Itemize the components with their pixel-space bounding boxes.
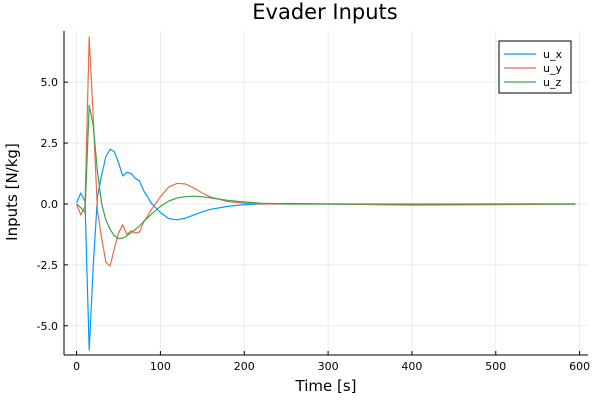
y-tick-label: -2.5 (37, 259, 58, 272)
x-tick-label: 300 (318, 360, 339, 373)
y-tick-label: 0.0 (41, 198, 59, 211)
legend-label-u-z: u_z (543, 76, 561, 89)
x-tick-label: 100 (150, 360, 171, 373)
x-tick-label: 0 (73, 360, 80, 373)
y-axis-label: Inputs [N/kg] (3, 143, 21, 241)
x-tick-label: 600 (569, 360, 590, 373)
x-tick-label: 400 (401, 360, 422, 373)
axes (63, 31, 588, 356)
series-lines (76, 36, 576, 351)
series-line-u-z (76, 104, 576, 240)
x-axis-label: Time [s] (295, 377, 357, 395)
legend: u_xu_yu_z (498, 40, 572, 94)
y-tick-label: 5.0 (41, 76, 59, 89)
tick-labels: 0 100 200 300 400 500 600 -5.0 -2.5 0.0 2.5 5.0 (37, 76, 591, 373)
x-tick-label: 200 (234, 360, 255, 373)
series-line-u-x (76, 148, 576, 351)
legend-label-u-y: u_y (543, 62, 562, 75)
x-tick-label: 500 (485, 360, 506, 373)
chart-title: Evader Inputs (252, 0, 397, 24)
y-tick-label: 2.5 (41, 137, 59, 150)
legend-label-u-x: u_x (543, 48, 562, 61)
legend-box (498, 40, 572, 94)
y-tick-label: -5.0 (37, 320, 58, 333)
